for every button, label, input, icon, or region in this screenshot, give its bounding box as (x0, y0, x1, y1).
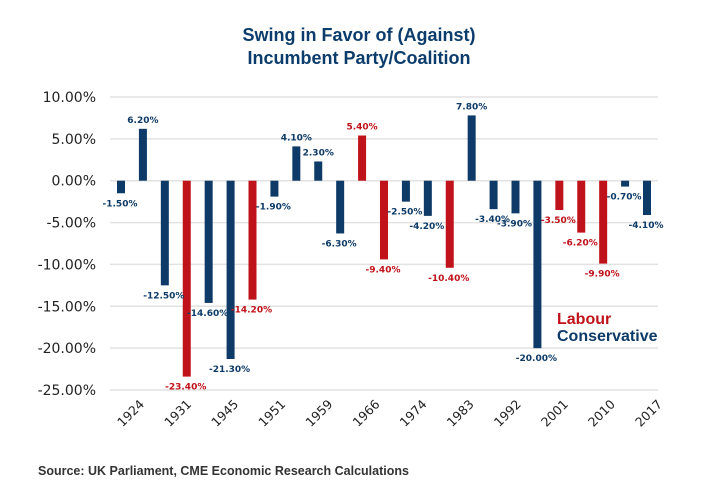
data-label: -12.50% (143, 291, 184, 301)
x-tick-label: 1951 (255, 397, 288, 430)
source-note: Source: UK Parliament, CME Economic Rese… (38, 464, 409, 478)
data-label: -6.30% (322, 239, 357, 249)
bar-labour (445, 180, 454, 268)
data-label: 2.30% (303, 148, 334, 158)
bar-conservative (489, 180, 498, 210)
x-tick-label: 2010 (585, 396, 618, 429)
y-tick-label: -5.00% (46, 216, 96, 232)
data-label: 6.20% (127, 116, 158, 126)
x-tick-label: 2017 (632, 397, 665, 430)
bar-conservative (226, 180, 235, 360)
bar-labour (599, 180, 608, 264)
data-label: -20.00% (516, 354, 557, 364)
data-label: -4.20% (409, 222, 444, 232)
data-label: -14.20% (231, 306, 272, 316)
bar-labour (182, 180, 191, 377)
chart-title-line-1: Swing in Favor of (Against) (243, 25, 476, 45)
data-label: -1.50% (103, 199, 138, 209)
bar-conservative (511, 180, 520, 214)
bar-conservative (204, 180, 213, 303)
bar-labour (577, 180, 586, 233)
data-label: -3.50% (541, 216, 576, 226)
x-tick-label: 1983 (444, 397, 477, 430)
bar-labour (358, 135, 367, 181)
legend-conservative: Conservative (557, 328, 658, 345)
data-label: -0.70% (607, 193, 642, 203)
bar-conservative (467, 115, 476, 181)
data-label: 4.10% (281, 133, 312, 143)
bar-conservative (160, 180, 169, 286)
x-tick-label: 2001 (538, 397, 571, 430)
bar-conservative (292, 146, 301, 181)
x-tick-label: 1974 (397, 396, 430, 429)
data-label: 5.40% (346, 123, 377, 133)
y-tick-label: -15.00% (38, 299, 96, 315)
bar-conservative (138, 128, 147, 181)
data-label: -1.90% (256, 203, 291, 213)
bar-conservative (621, 180, 630, 187)
x-tick-label: 1966 (349, 396, 382, 429)
bar-labour (380, 180, 388, 260)
legend: Labour Conservative (557, 311, 658, 345)
x-tick-label: 1924 (114, 396, 147, 429)
bar-conservative (270, 180, 279, 197)
data-label: -3.40% (475, 215, 510, 225)
bar-labour (555, 180, 564, 211)
data-label: -21.30% (209, 365, 250, 375)
bar-conservative (533, 180, 542, 349)
bar-conservative (336, 180, 345, 234)
bars (117, 115, 651, 377)
data-label: -9.40% (366, 265, 401, 275)
data-label: -23.40% (165, 383, 206, 393)
x-axis-tick-labels: 1924 1931 1945 1951 1959 1966 1974 1983 1992 2001… (114, 396, 665, 429)
data-label: -10.40% (428, 274, 469, 284)
data-label: -2.50% (387, 208, 422, 218)
data-label: -14.60% (187, 309, 228, 319)
bar-conservative (117, 180, 125, 194)
x-tick-label: 1945 (208, 397, 241, 430)
data-label: -3.90% (497, 219, 532, 229)
chart-title: Swing in Favor of (Against) Incumbent Pa… (243, 25, 476, 68)
legend-labour: Labour (557, 311, 611, 328)
y-tick-label: -20.00% (38, 341, 96, 357)
data-label: -9.90% (585, 270, 620, 280)
y-axis-tick-labels: 10.00% 5.00% 0.00% -5.00% -10.00% -15.00% -20.… (38, 90, 96, 399)
y-tick-label: 5.00% (52, 132, 96, 148)
data-label: -6.20% (563, 239, 598, 249)
x-tick-label: 1931 (161, 397, 194, 430)
x-tick-label: 1992 (491, 397, 524, 430)
data-label: -4.10% (629, 221, 664, 231)
y-tick-label: -25.00% (38, 383, 96, 399)
y-tick-label: -10.00% (38, 257, 96, 273)
bar-conservative (314, 161, 323, 181)
data-labels: -1.50% 6.20% -12.50% -23.40% -14.60% -21.30% -… (103, 102, 664, 392)
bar-labour (248, 180, 257, 300)
bar-conservative (643, 180, 651, 216)
y-tick-label: 0.00% (52, 174, 96, 190)
bar-conservative (401, 180, 410, 202)
chart-title-line-2: Incumbent Party/Coalition (247, 48, 470, 68)
x-tick-label: 1959 (302, 396, 335, 429)
data-label: 7.80% (456, 102, 487, 112)
y-tick-label: 10.00% (43, 90, 96, 106)
bar-conservative (423, 180, 432, 216)
